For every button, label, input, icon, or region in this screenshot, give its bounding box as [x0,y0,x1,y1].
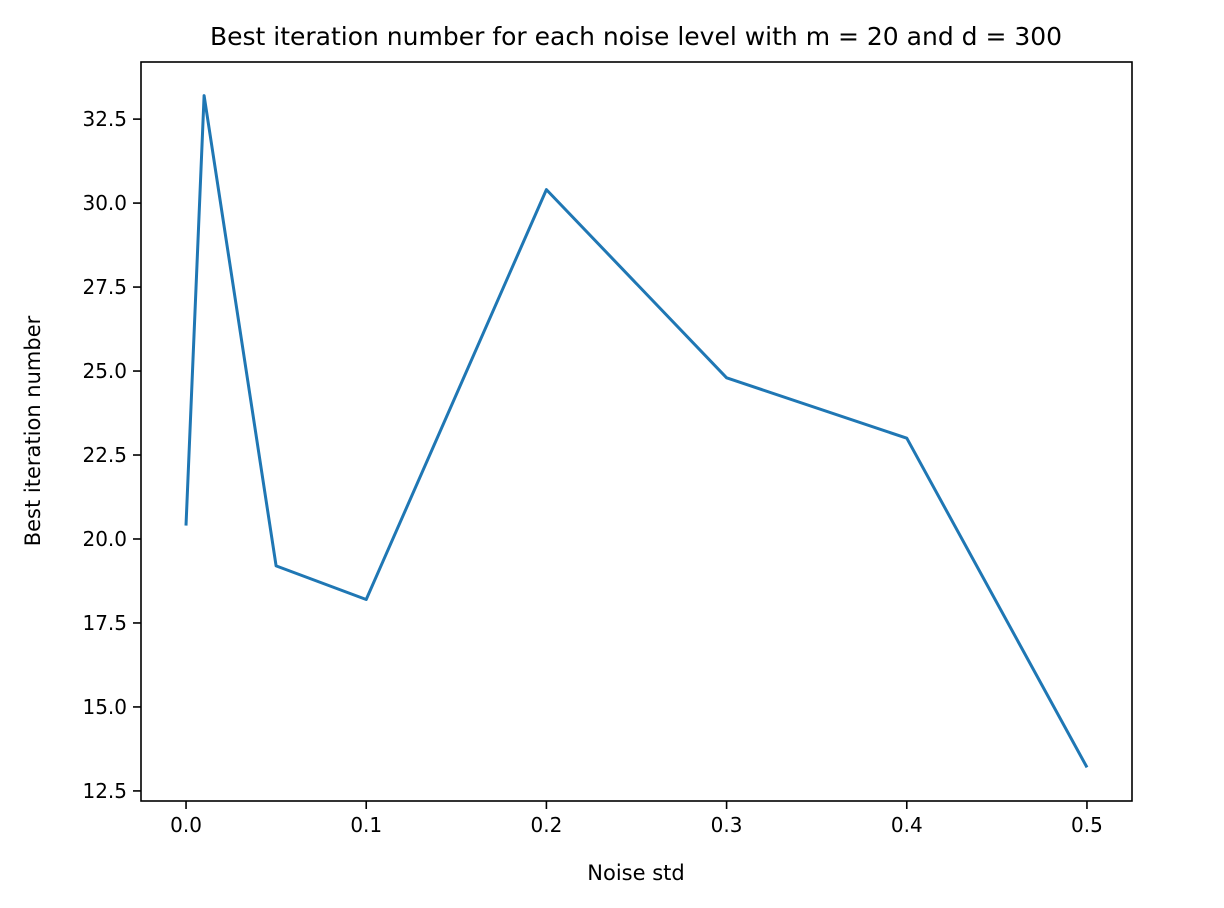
x-tick-label: 0.5 [1071,813,1103,837]
x-tick-label: 0.3 [711,813,743,837]
x-axis-title: Noise std [587,861,684,885]
y-tick-label: 12.5 [82,779,127,803]
x-tick-label: 0.0 [170,813,202,837]
x-tick-label: 0.1 [350,813,382,837]
x-tick-label: 0.2 [531,813,563,837]
y-tick-label: 17.5 [82,611,127,635]
y-tick-label: 32.5 [82,107,127,131]
x-axis-ticks: 0.0 0.1 0.2 0.3 0.4 0.5 [170,801,1103,837]
y-tick-label: 27.5 [82,275,127,299]
y-tick-label: 30.0 [82,191,127,215]
y-tick-label: 20.0 [82,527,127,551]
series-line [184,94,1089,769]
y-tick-label: 15.0 [82,695,127,719]
y-tick-label: 25.0 [82,359,127,383]
y-axis-title: Best iteration number [21,315,45,546]
y-axis-ticks: 12.5 15.0 17.5 20.0 22.5 25.0 27.5 30.0 32.5 [82,107,141,803]
series-layer [184,94,1089,769]
chart-title: Best iteration number for each noise lev… [210,22,1062,51]
x-tick-label: 0.4 [891,813,923,837]
plot-frame [140,61,1133,802]
y-tick-label: 22.5 [82,443,127,467]
plot-area [141,62,1132,801]
